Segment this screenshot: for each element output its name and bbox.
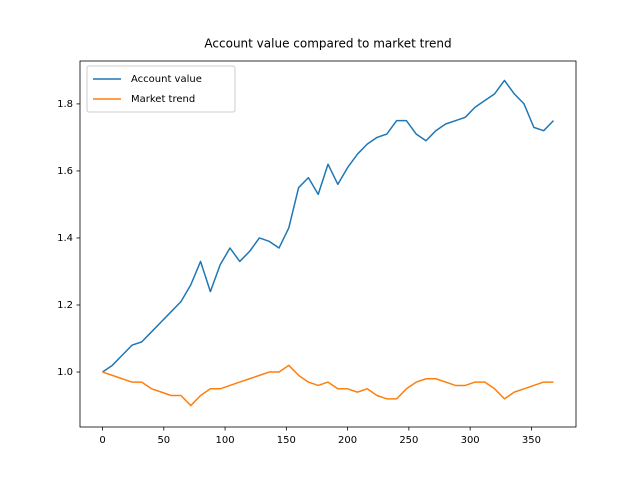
legend-label: Market trend [131, 94, 195, 105]
plot-frame [79, 60, 577, 428]
y-tick-label: 1.8 [57, 99, 73, 110]
x-tick-label: 300 [461, 435, 480, 446]
x-tick-label: 200 [338, 435, 357, 446]
y-tick-label: 1.4 [57, 233, 73, 244]
y-tick-label: 1.0 [57, 367, 73, 378]
y-tick-label: 1.6 [57, 166, 73, 177]
series-line [102, 79, 554, 373]
legend-label: Account value [131, 74, 202, 85]
x-tick-label: 150 [277, 435, 296, 446]
x-tick-label: 100 [216, 435, 235, 446]
x-tick-label: 50 [157, 435, 170, 446]
x-tick-label: 250 [399, 435, 418, 446]
chart-title: Account value compared to market trend [204, 37, 451, 51]
y-tick-label: 1.2 [57, 300, 73, 311]
series-line [102, 364, 554, 407]
legend-box [86, 65, 236, 113]
x-tick-label: 0 [99, 435, 105, 446]
x-tick-label: 350 [522, 435, 541, 446]
